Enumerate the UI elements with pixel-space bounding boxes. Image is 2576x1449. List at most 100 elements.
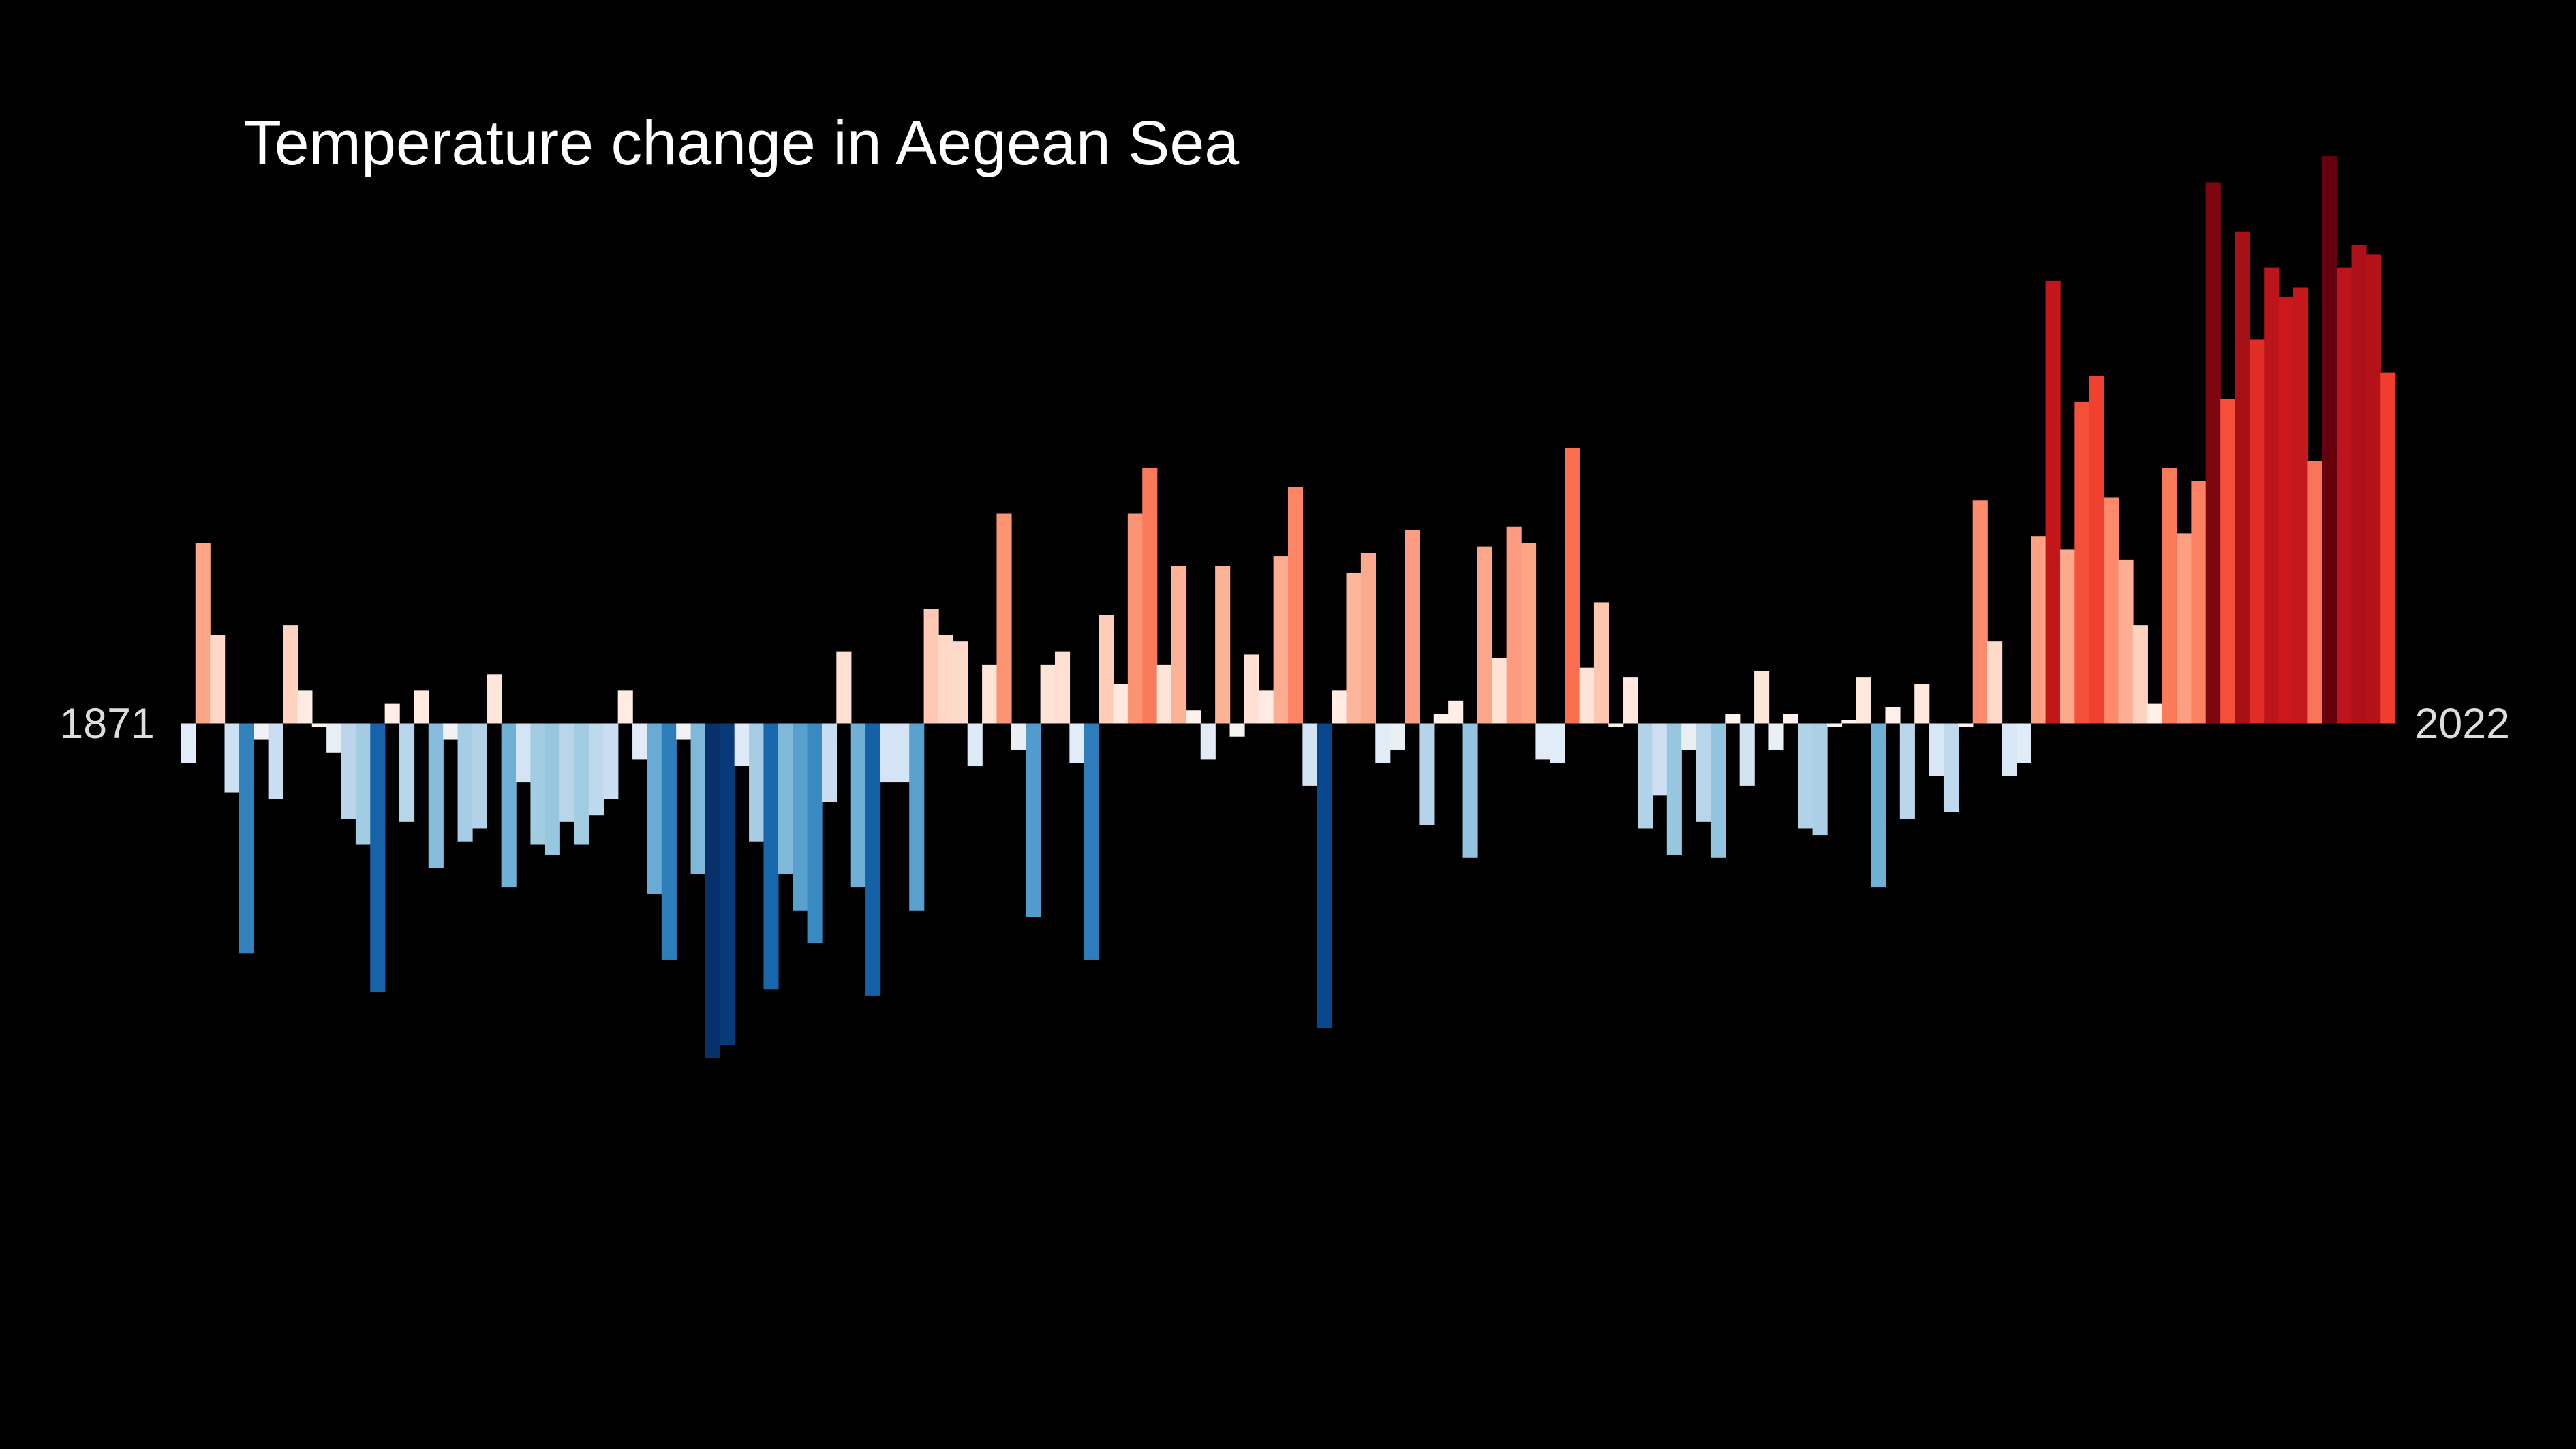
bar [311,723,327,727]
bar [1593,602,1610,724]
bar [1390,723,1405,750]
bar [297,690,313,724]
bar [1346,573,1362,724]
bar [1652,723,1668,796]
bar [2074,401,2090,724]
bar [807,723,823,943]
bar [793,723,808,911]
bar [2365,254,2381,724]
bar [2191,481,2207,724]
bar [1666,723,1682,855]
bar [1535,723,1551,760]
bar [763,723,779,990]
bar [1521,543,1537,724]
bar [341,723,356,819]
bar [2337,267,2352,724]
bar [195,543,211,724]
bar [2264,267,2280,724]
bar [239,723,254,954]
bar [443,723,459,740]
bar [894,723,910,783]
bar [487,674,502,724]
bar [1885,707,1901,724]
bar [1054,651,1071,724]
bar [2249,339,2265,724]
bar [1550,723,1565,763]
chart-title: Temperature change in Aegean Sea [243,108,1239,178]
bar [734,723,750,767]
bar [1288,487,1304,724]
bar [1871,723,1886,888]
bar [181,723,196,763]
bar [1725,714,1741,724]
bar [1943,723,1959,812]
bar [720,723,735,1046]
x-tick-label: 1871 [59,700,154,748]
bar [545,723,560,855]
bar [2278,296,2294,724]
bar [938,635,954,724]
bar [2205,182,2221,724]
bar [1768,723,1784,750]
bar [559,723,575,822]
bar [2118,559,2134,724]
bar [1302,723,1318,786]
bar [850,723,866,888]
bar [923,609,939,724]
bar [2176,533,2192,724]
bar [1812,723,1828,836]
bar [1186,710,1201,724]
bar [2045,280,2061,724]
bar [821,723,838,802]
bar [2089,376,2104,724]
bar [982,664,998,724]
bar [399,723,415,822]
bar [836,651,852,724]
bar [2002,723,2017,776]
bar [2147,703,2163,724]
bar [2380,372,2396,724]
bar [1565,448,1580,724]
bar [2132,625,2148,724]
bar [2104,497,2119,724]
bar [2162,468,2177,724]
bar [1696,723,1711,822]
bar [1099,615,1114,724]
bar [574,723,589,845]
bar [1506,526,1522,724]
bar [2351,244,2367,724]
bar [749,723,765,842]
bar [909,723,925,911]
bar [1914,684,1930,724]
bar [1972,500,1988,724]
bar [1492,658,1507,724]
bar [1710,723,1726,858]
bar [1929,723,1944,776]
bar [2031,536,2046,724]
bar [1156,664,1172,724]
bar [1754,671,1770,724]
bar [1332,690,1347,724]
bar [224,723,240,793]
bar [1856,677,1871,724]
bar [661,723,677,960]
bar [1171,566,1187,724]
bar [1229,723,1245,737]
bar [1739,723,1755,786]
bar [1681,723,1697,750]
bar [414,690,429,724]
bar [1623,677,1638,724]
bar [647,723,662,894]
bar [1899,723,1915,819]
bar [268,723,283,799]
bar [2016,723,2031,763]
bar [1783,714,1798,724]
bar [384,703,400,724]
bar [705,723,721,1058]
bar [588,723,604,816]
bar [953,641,968,724]
bar [1448,700,1464,724]
